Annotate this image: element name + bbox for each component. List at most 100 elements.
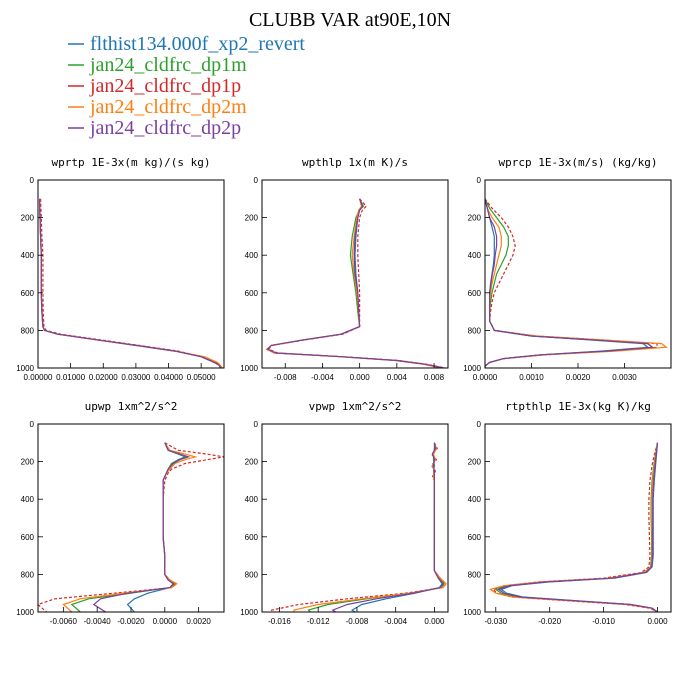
series-line: [491, 442, 659, 612]
y-tick-label: 1000: [16, 364, 34, 373]
y-tick-label: 600: [245, 533, 259, 542]
legend-label: jan24_cldfrc_dp1p: [89, 75, 241, 97]
series-line: [489, 442, 659, 612]
series-line: [92, 442, 191, 612]
y-tick-label: 200: [245, 458, 259, 467]
y-tick-label: 1000: [463, 608, 481, 617]
series-line: [39, 198, 222, 368]
x-tick-label: -0.004: [384, 617, 407, 626]
y-tick-label: 0: [477, 176, 482, 185]
series-line: [350, 442, 443, 612]
panel-grid: wprtp 1E-3x(m kg)/(s kg) 0 200 400 600 800 100…: [16, 156, 672, 626]
x-tick-label: 0.0000: [153, 617, 178, 626]
series-line: [266, 198, 444, 368]
x-tick-label: -0.020: [538, 617, 561, 626]
x-tick-label: 0.0020: [566, 373, 591, 382]
plot-frame: [37, 423, 225, 613]
y-tick-label: 800: [245, 570, 259, 579]
y-tick-label: 0: [477, 420, 482, 429]
chart-panel: upwp 1xm^2/s^2 0 200 400 600 800 1000 -0.0060 -0…: [16, 400, 225, 626]
x-tick-label: 0.0030: [612, 373, 637, 382]
x-tick-label: -0.012: [307, 617, 330, 626]
panel-title: rtpthlp 1E-3x(kg K)/kg: [505, 400, 651, 413]
panel-title: wprtp 1E-3x(m kg)/(s kg): [52, 156, 211, 169]
y-tick-label: 1000: [240, 608, 258, 617]
series-line: [485, 198, 654, 368]
y-tick-label: 200: [21, 458, 35, 467]
panel-title: upwp 1xm^2/s^2: [85, 400, 178, 413]
x-tick-label: -0.0060: [50, 617, 78, 626]
x-tick-label: 0.0020: [186, 617, 211, 626]
x-tick-label: 0.02000: [89, 373, 118, 382]
legend-item: jan24_cldfrc_dp1p: [68, 75, 241, 97]
x-tick-label: 0.0000: [473, 373, 498, 382]
legend-item: jan24_cldfrc_dp1m: [68, 54, 247, 76]
panel-title: wprcp 1E-3x(m/s) (kg/kg): [499, 156, 658, 169]
chart-panel: wprtp 1E-3x(m kg)/(s kg) 0 200 400 600 800 100…: [16, 156, 225, 382]
chart-panel: vpwp 1xm^2/s^2 0 200 400 600 800 1000 -0.016 -0.…: [240, 400, 449, 626]
series-line: [40, 198, 222, 368]
y-tick-label: 600: [21, 289, 35, 298]
legend-label: jan24_cldfrc_dp1m: [89, 54, 247, 76]
legend-label: jan24_cldfrc_dp2m: [89, 96, 247, 118]
y-tick-label: 200: [468, 458, 482, 467]
y-tick-label: 600: [21, 533, 35, 542]
y-tick-label: 600: [245, 289, 259, 298]
panel-title: wpthlp 1x(m K)/s: [302, 156, 408, 169]
legend-label: flthist134.000f_xp2_revert: [90, 33, 305, 55]
y-tick-label: 1000: [463, 364, 481, 373]
x-tick-label: -0.0020: [117, 617, 145, 626]
x-tick-label: -0.004: [311, 373, 334, 382]
legend-item: jan24_cldfrc_dp2p: [68, 117, 241, 139]
y-tick-label: 200: [245, 214, 259, 223]
x-tick-label: 0.000: [648, 617, 669, 626]
series-line: [38, 442, 224, 612]
x-tick-label: -0.008: [274, 373, 297, 382]
x-tick-label: 0.01000: [56, 373, 85, 382]
series-line: [62, 442, 198, 612]
y-tick-label: 0: [30, 420, 35, 429]
y-tick-label: 600: [468, 289, 482, 298]
plot-frame: [484, 423, 672, 613]
series-line: [269, 442, 447, 612]
x-tick-label: 0.05000: [187, 373, 216, 382]
series-group: [38, 442, 224, 612]
series-line: [39, 198, 222, 368]
x-tick-label: 0.03000: [121, 373, 150, 382]
y-tick-label: 0: [254, 420, 259, 429]
x-tick-label: 0.00000: [24, 373, 53, 382]
x-tick-label: 0.000: [424, 617, 445, 626]
y-tick-label: 400: [468, 251, 482, 260]
series-line: [307, 442, 445, 612]
y-tick-label: 800: [21, 326, 35, 335]
legend-label: jan24_cldfrc_dp2p: [89, 117, 241, 139]
series-line: [499, 442, 659, 612]
plot-frame: [261, 179, 449, 369]
series-group: [485, 198, 668, 368]
legend: flthist134.000f_xp2_revert jan24_cldfrc_…: [68, 33, 305, 139]
plot-frame: [37, 179, 225, 369]
y-tick-label: 200: [21, 214, 35, 223]
series-group: [265, 198, 446, 368]
x-tick-label: -0.0040: [84, 617, 112, 626]
x-tick-label: -0.030: [484, 617, 507, 626]
chart-panel: rtpthlp 1E-3x(kg K)/kg02004006008001000-…: [463, 400, 672, 626]
y-tick-label: 800: [245, 326, 259, 335]
x-tick-label: 0.0010: [519, 373, 544, 382]
series-line: [497, 442, 659, 612]
x-tick-label: 0.004: [387, 373, 408, 382]
chart-panel: wprcp 1E-3x(m/s) (kg/kg) 0 200 400 600 800 100…: [463, 156, 672, 382]
y-tick-label: 200: [468, 214, 482, 223]
x-tick-label: 0.04000: [154, 373, 183, 382]
y-tick-label: 1000: [240, 364, 258, 373]
y-tick-label: 400: [21, 251, 35, 260]
y-tick-label: 1000: [16, 608, 34, 617]
series-line: [485, 198, 650, 368]
series-line: [331, 442, 444, 612]
series-group: [39, 198, 223, 368]
y-tick-label: 400: [245, 495, 259, 504]
series-group: [489, 442, 659, 612]
series-line: [39, 198, 223, 368]
legend-item: flthist134.000f_xp2_revert: [68, 33, 305, 55]
